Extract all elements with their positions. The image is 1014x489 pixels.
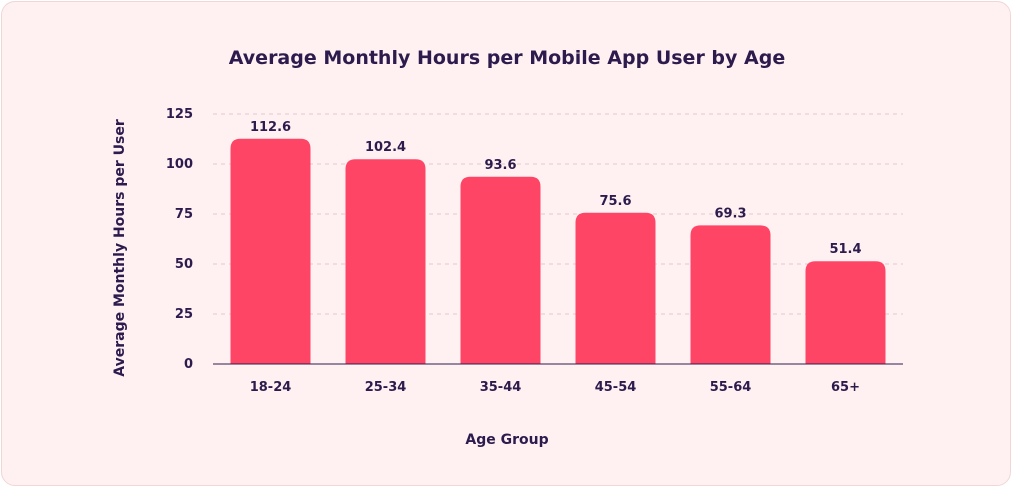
data-label: 69.3 — [714, 206, 746, 221]
x-axis-title: Age Group — [465, 432, 548, 448]
bar-25-34 — [345, 159, 426, 364]
x-axis-ticks: 18-24 25-34 35-44 45-54 55-64 65+ — [250, 380, 860, 395]
data-label: 75.6 — [599, 194, 631, 209]
y-tick-label: 50 — [175, 257, 193, 272]
x-tick-label: 55-64 — [710, 380, 752, 395]
y-tick-label: 100 — [166, 157, 193, 172]
y-axis-ticks: 0 25 50 75 100 125 — [166, 107, 193, 372]
bar-55-64 — [690, 225, 771, 364]
bar-35-44 — [460, 176, 541, 364]
y-axis-title: Average Monthly Hours per User — [112, 119, 128, 377]
data-label: 93.6 — [484, 158, 516, 173]
data-label: 102.4 — [365, 140, 406, 155]
data-labels: 112.6 102.4 93.6 75.6 69.3 51.4 — [250, 120, 862, 257]
y-tick-label: 75 — [175, 207, 193, 222]
x-tick-label: 18-24 — [250, 380, 292, 395]
bar-65+ — [805, 261, 886, 364]
x-tick-label: 65+ — [831, 380, 860, 395]
data-label: 51.4 — [829, 242, 861, 257]
bar-45-54 — [575, 212, 656, 364]
x-tick-label: 35-44 — [480, 380, 522, 395]
bar-18-24 — [230, 138, 311, 364]
y-tick-label: 0 — [184, 357, 193, 372]
x-tick-label: 45-54 — [595, 380, 637, 395]
chart-title: Average Monthly Hours per Mobile App Use… — [229, 47, 785, 69]
x-tick-label: 25-34 — [365, 380, 407, 395]
bars — [230, 138, 886, 364]
y-tick-label: 25 — [175, 307, 193, 322]
data-label: 112.6 — [250, 120, 291, 135]
y-tick-label: 125 — [166, 107, 193, 122]
grid-lines — [213, 113, 903, 315]
